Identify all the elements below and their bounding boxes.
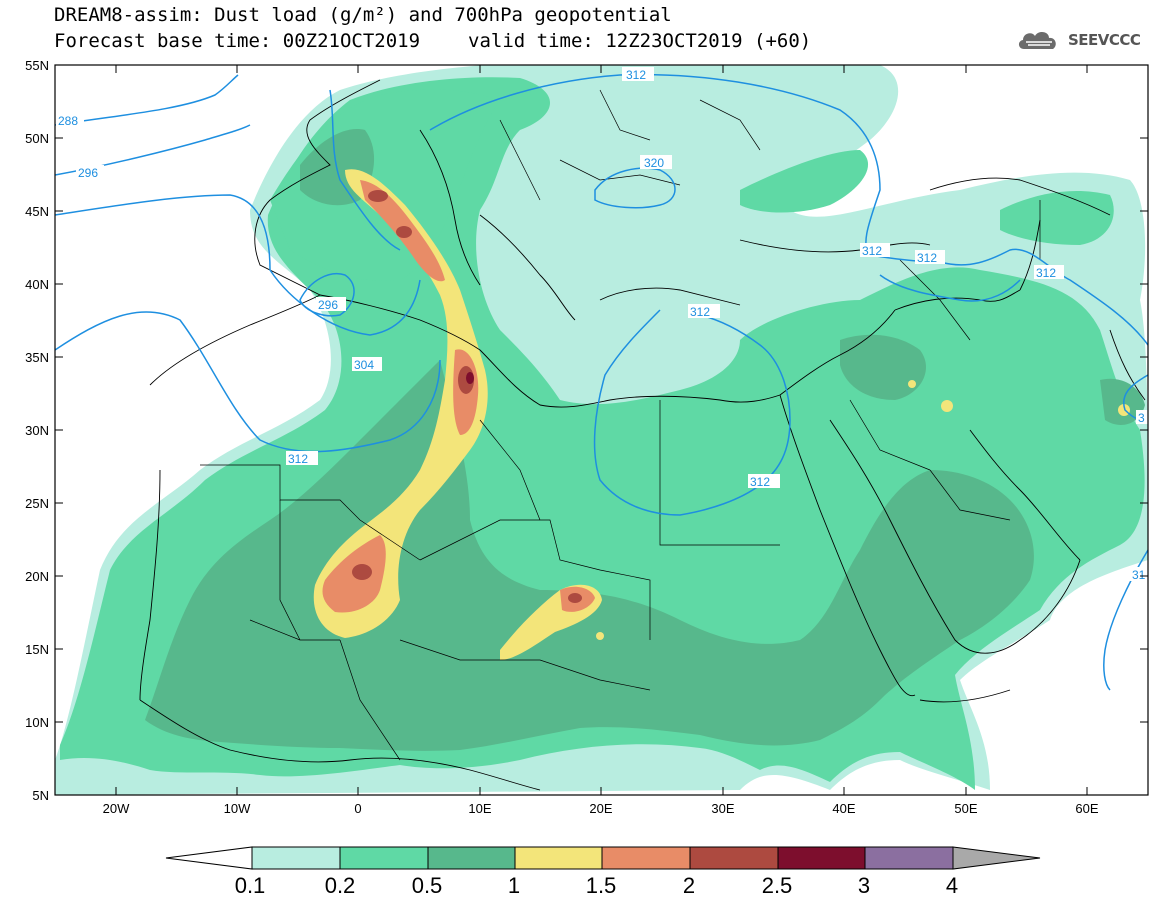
colorbar-segment (339, 846, 429, 870)
seevccc-logo: SEEVCCC (1016, 27, 1141, 53)
contour-label: 3 (1138, 411, 1145, 425)
lon-tick-label: 30E (711, 801, 734, 816)
lat-tick-label: 5N (32, 788, 49, 803)
contour-label: 304 (354, 358, 374, 372)
colorbar-segment (251, 846, 341, 870)
forecast-base-time: Forecast base time: 00Z21OCT2019 (54, 30, 421, 52)
lon-tick-label: 0 (354, 801, 361, 816)
colorbar-label: 3 (858, 873, 870, 898)
lat-tick-label: 25N (25, 496, 49, 511)
lon-tick-label: 50E (954, 801, 977, 816)
colorbar-label: 0.1 (235, 873, 266, 898)
colorbar-segment (864, 846, 954, 870)
map-title: DREAM8-assim: Dust load (g/m²) and 700hP… (54, 4, 672, 26)
contour-labels: 312 288 296 320 312 312 312 296 304 312 … (56, 67, 1148, 582)
map-subtitle: Forecast base time: 00Z21OCT2019 valid ti… (54, 30, 811, 52)
logo-text: SEEVCCC (1068, 31, 1141, 49)
colorbar-segment (601, 846, 691, 870)
colorbar-lower-triangle (165, 846, 253, 870)
lon-tick-label: 40E (832, 801, 855, 816)
lon-tick-label: 20E (589, 801, 612, 816)
dust-load-shading (55, 65, 1148, 795)
contour-label: 312 (917, 251, 937, 265)
contour-label: 31 (1132, 568, 1146, 582)
colorbar-label: 1 (508, 873, 520, 898)
cloud-icon (1018, 32, 1056, 49)
contour-label: 288 (58, 114, 78, 128)
colorbar-label: 2 (683, 873, 695, 898)
colorbar-label: 0.2 (325, 873, 356, 898)
contour-label: 312 (690, 305, 710, 319)
contour-label: 312 (288, 452, 308, 466)
lat-tick-label: 55N (25, 58, 49, 73)
lon-tick-label: 10E (468, 801, 491, 816)
latitude-axis: 55N 50N 45N 40N 35N 30N 25N 20N 15N 10N … (25, 58, 1148, 803)
colorbar-label: 2.5 (762, 873, 793, 898)
colorbar-label: 0.5 (412, 873, 443, 898)
lat-tick-label: 35N (25, 350, 49, 365)
colorbar-segment (689, 846, 779, 870)
lat-tick-label: 40N (25, 277, 49, 292)
lat-tick-label: 10N (25, 715, 49, 730)
coastlines (139, 79, 1146, 791)
colorbar-segment (777, 846, 866, 870)
lat-tick-label: 50N (25, 131, 49, 146)
colorbar-segment (514, 846, 603, 870)
colorbar-label: 1.5 (586, 873, 617, 898)
contour-label: 312 (862, 244, 882, 258)
contour-label: 296 (78, 166, 98, 180)
lat-tick-label: 15N (25, 642, 49, 657)
colorbar: 0.1 0.2 0.5 1 1.5 2 2.5 3 4 (165, 846, 1041, 898)
geopotential-contours (55, 73, 1148, 691)
contour-label: 312 (1036, 266, 1056, 280)
colorbar-label: 4 (946, 873, 958, 898)
contour-label: 320 (644, 156, 664, 170)
contour-label: 296 (318, 298, 338, 312)
lon-tick-label: 10W (224, 801, 251, 816)
colorbar-upper-triangle (952, 846, 1041, 870)
colorbar-segment (427, 846, 516, 870)
lat-tick-label: 45N (25, 204, 49, 219)
country-borders (200, 89, 1041, 761)
lat-tick-label: 30N (25, 423, 49, 438)
longitude-axis: 20W 10W 0 10E 20E 30E 40E 50E 60E (103, 65, 1099, 816)
lon-tick-label: 20W (103, 801, 130, 816)
lon-tick-label: 60E (1075, 801, 1098, 816)
lat-tick-label: 20N (25, 569, 49, 584)
contour-label: 312 (626, 68, 646, 82)
contour-label: 312 (750, 475, 770, 489)
map-plot-area: 312 288 296 320 312 312 312 296 304 312 … (55, 65, 1148, 795)
valid-time: valid time: 12Z23OCT2019 (+60) (468, 30, 812, 52)
